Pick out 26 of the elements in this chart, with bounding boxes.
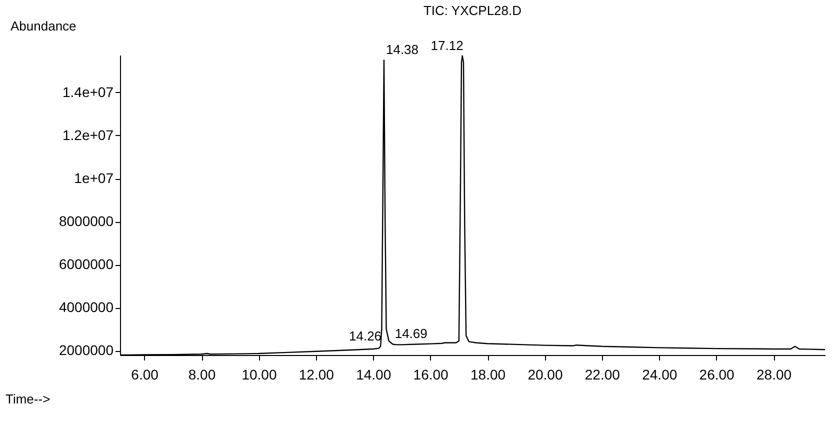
x-tick-label: 12.00 (298, 366, 334, 382)
x-tick-label: 28.00 (756, 366, 792, 382)
annotation: 14.26 (349, 328, 382, 344)
x-tick-label: 24.00 (642, 366, 678, 382)
y-tick-label: 6000000 (58, 256, 114, 272)
y-tick-label: 2000000 (58, 342, 114, 358)
x-tick-label: 22.00 (584, 366, 620, 382)
x-tick-label: 20.00 (528, 366, 563, 382)
annotation: 14.69 (394, 326, 428, 342)
y-axis-title: Abundance (10, 18, 76, 34)
x-tick-label: 18.00 (470, 366, 506, 382)
y-tick-label: 8000000 (58, 213, 114, 230)
x-tick-label: 10.00 (242, 366, 277, 382)
y-tick-label: 1e+07 (74, 170, 114, 186)
x-tick-label: 16.00 (413, 366, 449, 382)
x-tick-label: 14.00 (356, 366, 392, 382)
x-axis-title: Time--> (6, 392, 50, 406)
y-tick-label: 1.2e+07 (62, 126, 114, 143)
x-tick-label: 8.00 (188, 366, 216, 382)
annotation: 14.38 (386, 42, 419, 58)
x-tick-label: 26.00 (699, 366, 735, 382)
y-tick-label: 1.4e+07 (62, 84, 114, 100)
chart-title: TIC: YXCPL28.D (423, 3, 522, 18)
x-tick-label: 6.00 (131, 366, 159, 382)
y-tick-label: 4000000 (58, 299, 114, 316)
annotation: 17.12 (430, 38, 464, 53)
